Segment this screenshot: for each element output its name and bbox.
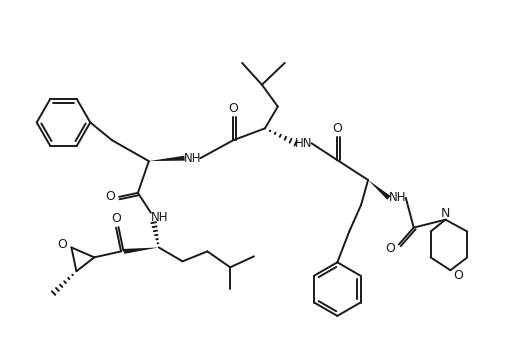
- Polygon shape: [124, 247, 159, 254]
- Text: NH: NH: [183, 152, 201, 164]
- Text: HN: HN: [294, 137, 312, 150]
- Polygon shape: [148, 156, 184, 161]
- Polygon shape: [367, 180, 390, 200]
- Text: O: O: [452, 269, 463, 282]
- Text: O: O: [384, 242, 394, 255]
- Text: O: O: [228, 102, 238, 115]
- Text: N: N: [440, 207, 449, 220]
- Text: NH: NH: [388, 191, 406, 204]
- Text: O: O: [111, 212, 121, 225]
- Text: O: O: [332, 122, 341, 135]
- Text: NH: NH: [150, 211, 168, 224]
- Text: O: O: [105, 190, 115, 203]
- Text: O: O: [58, 238, 67, 251]
